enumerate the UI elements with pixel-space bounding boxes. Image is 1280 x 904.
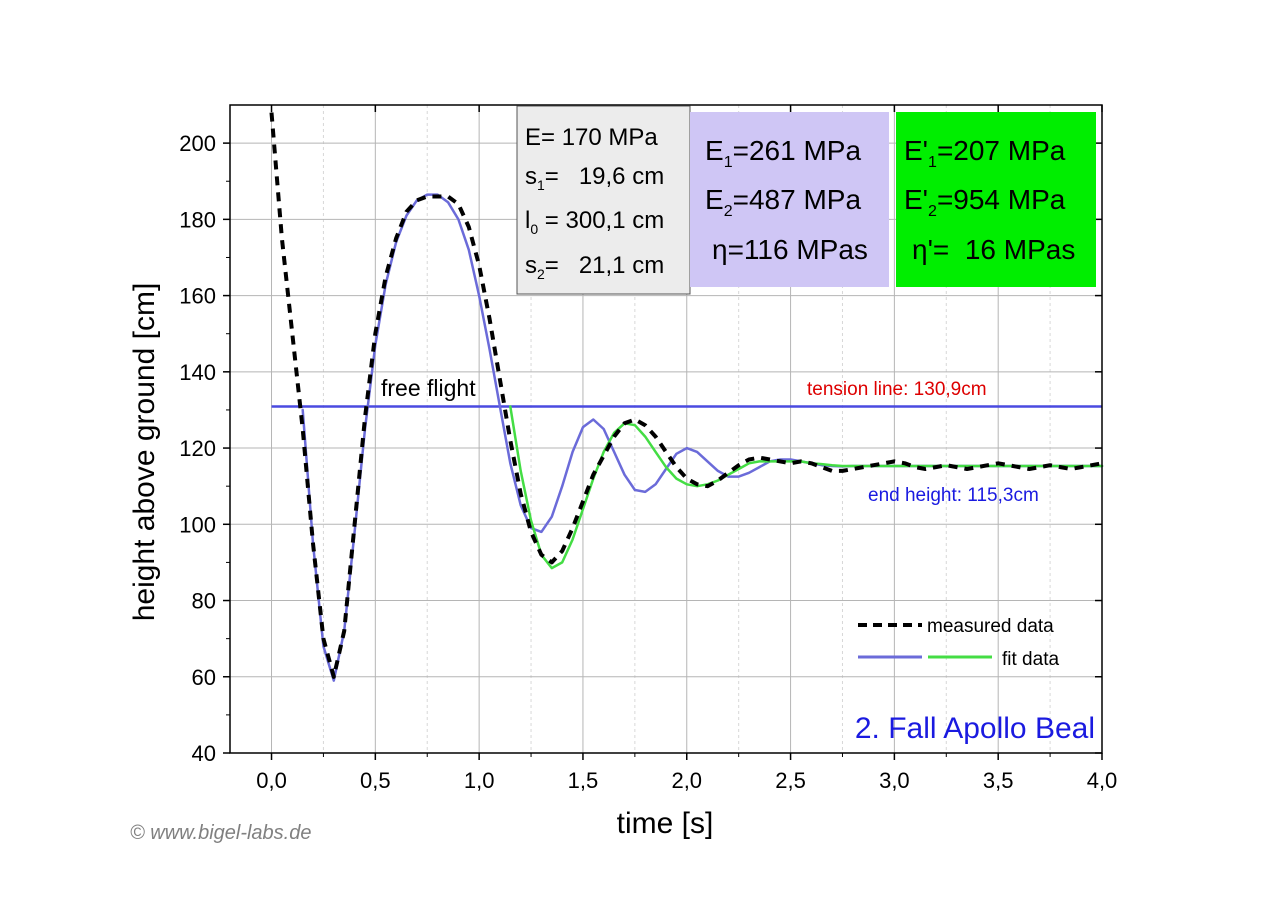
y-tick-label: 60 xyxy=(192,665,216,690)
purple-box-bg xyxy=(690,112,889,287)
param-E1: E1=261 MPa xyxy=(705,135,861,171)
y-tick-label: 180 xyxy=(179,207,216,232)
free-flight-label: free flight xyxy=(381,375,476,401)
y-tick-label: 80 xyxy=(192,589,216,614)
parameter-box-green: E'1=207 MPa E'2=954 MPa η'= 16 MPas xyxy=(896,112,1096,287)
copyright: © www.bigel-labs.de xyxy=(130,822,311,844)
param-E: E= 170 MPa xyxy=(525,124,658,151)
y-tick-label: 40 xyxy=(192,741,216,766)
parameter-box-purple: E1=261 MPa E2=487 MPa η=116 MPas xyxy=(690,112,889,287)
param-eta: η=116 MPas xyxy=(712,234,868,265)
data-series xyxy=(269,112,1104,682)
x-tick-label: 0,0 xyxy=(256,768,287,793)
x-tick-label: 1,5 xyxy=(568,768,599,793)
plot-frame xyxy=(229,104,1103,754)
green-box-bg xyxy=(896,112,1096,287)
series-measured xyxy=(269,112,1103,679)
y-tick-label: 200 xyxy=(179,131,216,156)
x-tick-label: 0,5 xyxy=(360,768,391,793)
x-tick-label: 2,5 xyxy=(775,768,806,793)
y-tick-label: 100 xyxy=(179,512,216,537)
legend-measured-label: measured data xyxy=(927,616,1054,637)
axis-tick-labels: 0,0 0,5 1,0 1,5 2,0 2,5 3,0 3,5 4,0 40 60 80 100 120 1… xyxy=(179,131,1117,793)
x-tick-label: 3,5 xyxy=(983,768,1014,793)
param-eta-prime: η'= 16 MPas xyxy=(912,234,1075,265)
tension-line-label: tension line: 130,9cm xyxy=(807,379,987,400)
y-axis-title: height above ground [cm] xyxy=(128,283,161,622)
x-tick-label: 1,0 xyxy=(464,768,495,793)
x-tick-label: 3,0 xyxy=(879,768,910,793)
param-l0: l0 = 300,1 cm xyxy=(525,207,664,237)
y-tick-label: 120 xyxy=(179,436,216,461)
param-s2: s2= 21,1 cm xyxy=(525,252,664,282)
end-height-label: end height: 115,3cm xyxy=(868,485,1039,506)
x-axis-title: time [s] xyxy=(617,807,714,840)
x-tick-label: 4,0 xyxy=(1087,768,1118,793)
gray-box-bg xyxy=(516,105,691,295)
param-E1-prime: E'1=207 MPa xyxy=(904,135,1066,171)
x-tick-label: 2,0 xyxy=(671,768,702,793)
param-E2: E2=487 MPa xyxy=(705,184,861,220)
legend-fit-label: fit data xyxy=(1002,649,1059,670)
axis-ticks xyxy=(223,105,1103,760)
case-title: 2. Fall Apollo Beal xyxy=(855,712,1095,745)
parameter-box-gray: E= 170 MPa s1= 19,6 cm l0 = 300,1 cm s2=… xyxy=(516,105,691,295)
legend: measured data fit data xyxy=(858,616,1059,670)
y-tick-label: 160 xyxy=(179,284,216,309)
param-E2-prime: E'2=954 MPa xyxy=(904,184,1066,220)
param-s1: s1= 19,6 cm xyxy=(525,163,664,193)
y-tick-label: 140 xyxy=(179,360,216,385)
